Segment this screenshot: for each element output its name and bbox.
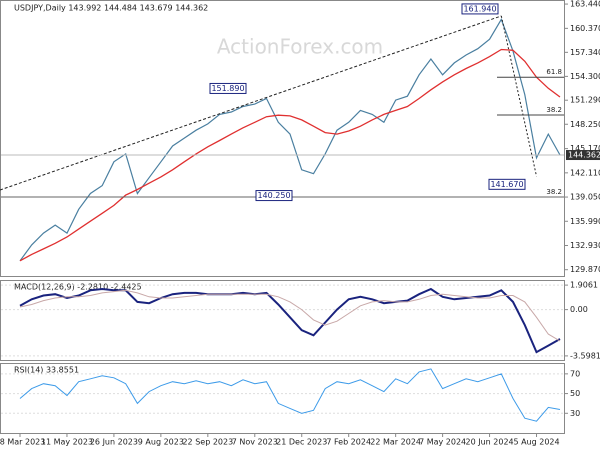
y-tick-label: 154.300 bbox=[570, 72, 600, 81]
y-tick-label: -3.5981 bbox=[570, 351, 600, 360]
series-line bbox=[19, 18, 561, 262]
y-tick-label: 129.870 bbox=[570, 265, 600, 274]
annotation-box bbox=[255, 190, 293, 202]
y-tick-label: 142.110 bbox=[570, 168, 600, 177]
rsi-pane bbox=[0, 363, 565, 434]
fib-label: 38.2 bbox=[546, 188, 562, 196]
x-tick-label: 7 Nov 2023 bbox=[232, 438, 278, 447]
x-tick-label: 9 Aug 2023 bbox=[138, 438, 184, 447]
annotation-box bbox=[209, 82, 247, 94]
macd-title: MACD(12,26,9) -2.2810 -2.4425 bbox=[14, 283, 142, 292]
annotation-label: 141.670 bbox=[490, 180, 523, 189]
y-tick-label: 132.930 bbox=[570, 241, 600, 250]
y-tick-label: 163.440 bbox=[570, 0, 600, 9]
macd-pane bbox=[0, 280, 565, 361]
x-tick-label: 20 Jun 2024 bbox=[466, 438, 514, 447]
x-tick-label: 28 Mar 2023 bbox=[0, 438, 45, 447]
y-tick-label: 148.250 bbox=[570, 120, 600, 129]
y-tick-label: 50 bbox=[570, 389, 580, 398]
fib-label: 38.2 bbox=[546, 106, 562, 114]
y-tick-label: 70 bbox=[570, 369, 580, 378]
y-tick-label: 1.9061 bbox=[570, 281, 598, 290]
annotation-label: 161.940 bbox=[463, 4, 496, 13]
trend-line bbox=[0, 15, 502, 191]
y-tick-label: 30 bbox=[570, 409, 580, 418]
x-tick-label: 7 Feb 2024 bbox=[326, 438, 371, 447]
series-line bbox=[19, 368, 561, 422]
rsi-title: RSI(14) 33.8551 bbox=[14, 366, 79, 375]
series-line bbox=[19, 48, 561, 262]
last-price-label: 144.362 bbox=[568, 151, 600, 160]
x-tick-label: 11 May 2023 bbox=[41, 438, 93, 447]
y-tick-label: 139.050 bbox=[570, 193, 600, 202]
x-tick-label: 7 May 2024 bbox=[419, 438, 466, 447]
last-price-box bbox=[566, 150, 600, 161]
x-tick-label: 5 Aug 2024 bbox=[513, 438, 559, 447]
y-tick-label: 157.340 bbox=[570, 48, 600, 57]
x-tick-label: 26 Jun 2023 bbox=[90, 438, 138, 447]
x-tick-label: 21 Dec 2023 bbox=[276, 438, 327, 447]
series-line bbox=[19, 289, 561, 342]
y-tick-label: 151.290 bbox=[570, 96, 600, 105]
y-tick-label: 145.170 bbox=[570, 144, 600, 153]
x-tick-label: 22 Sep 2023 bbox=[182, 438, 233, 447]
swing-line bbox=[500, 15, 538, 177]
y-tick-label: 160.370 bbox=[570, 24, 600, 33]
annotation-label: 151.890 bbox=[211, 84, 244, 93]
annotation-label: 140.250 bbox=[257, 191, 290, 200]
price-pane bbox=[0, 0, 565, 277]
annotation-box bbox=[461, 3, 499, 15]
annotation-box bbox=[488, 178, 526, 190]
y-tick-label: 0.00 bbox=[570, 305, 588, 314]
price-title: USDJPY,Daily 143.992 144.484 143.679 144… bbox=[14, 4, 208, 13]
fib-label: 61.8 bbox=[546, 68, 562, 76]
y-tick-label: 135.990 bbox=[570, 217, 600, 226]
x-tick-label: 22 Mar 2024 bbox=[370, 438, 421, 447]
watermark: ActionForex.com bbox=[217, 35, 383, 59]
